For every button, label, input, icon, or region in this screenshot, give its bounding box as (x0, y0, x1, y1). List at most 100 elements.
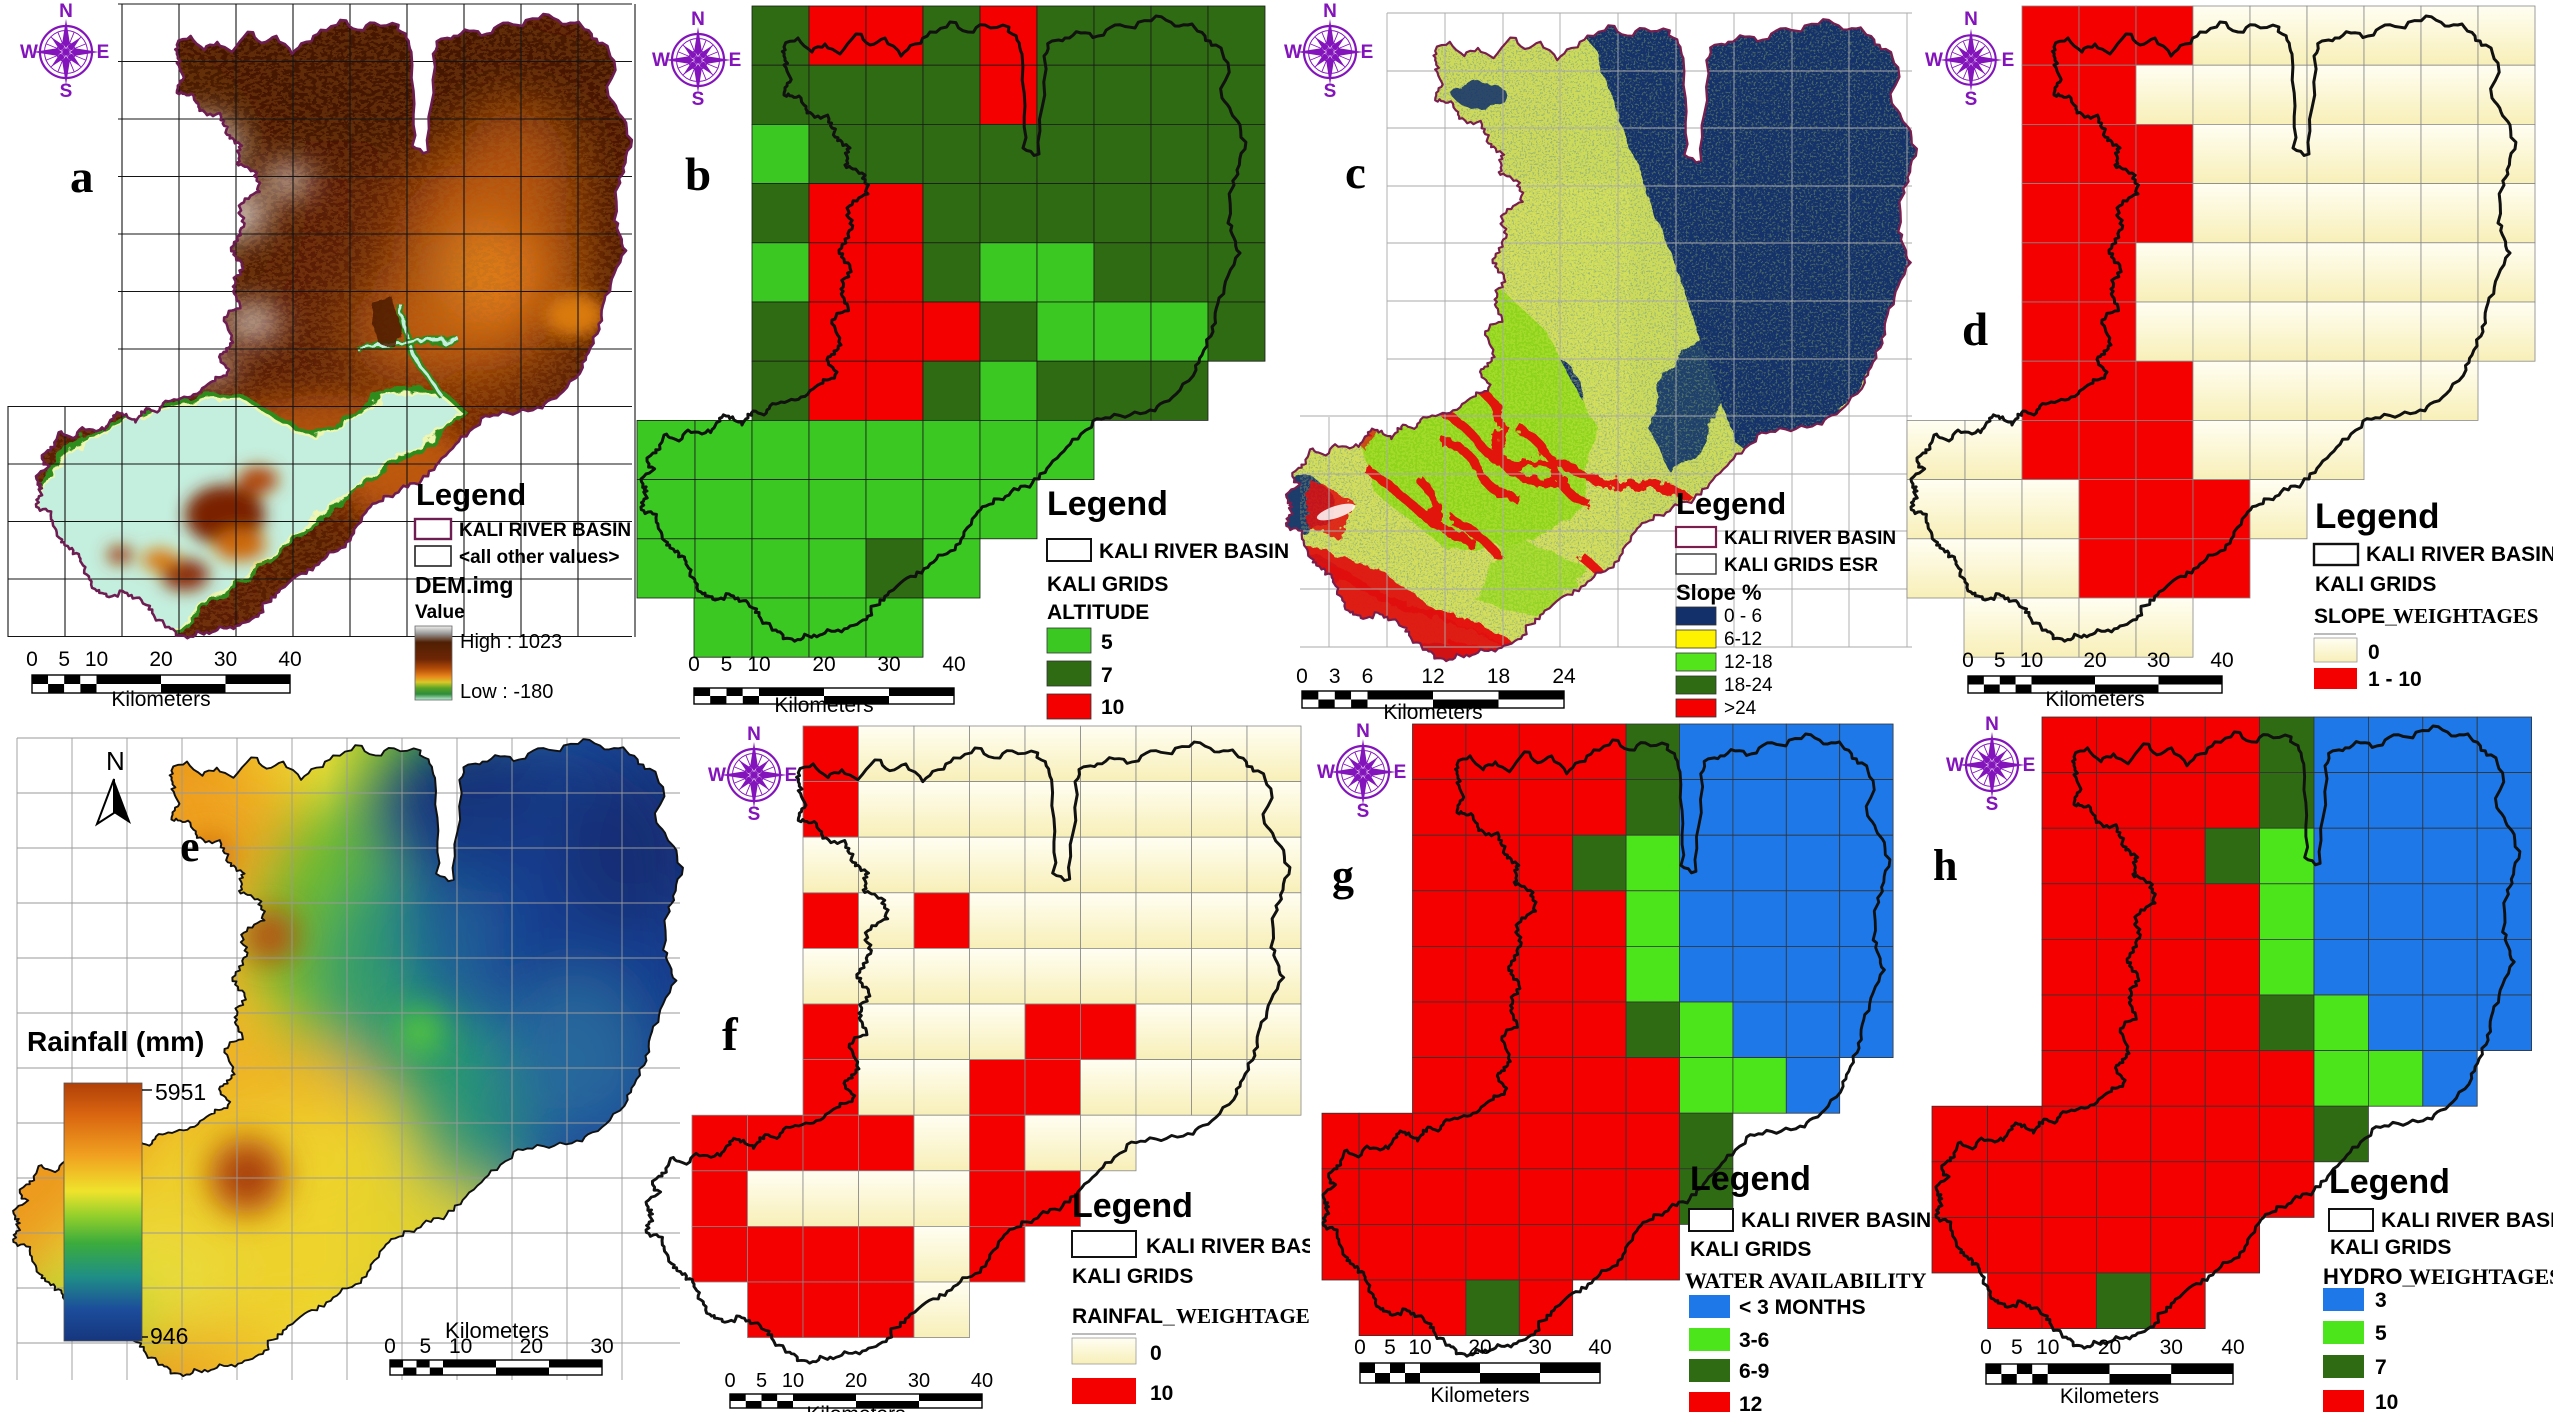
svg-text:DEM.img: DEM.img (415, 572, 513, 598)
svg-text:S: S (1357, 801, 1370, 822)
svg-text:5: 5 (58, 648, 70, 671)
svg-text:ALTITUDE: ALTITUDE (1047, 601, 1149, 624)
svg-text:High : 1023: High : 1023 (460, 631, 562, 653)
svg-text:0: 0 (724, 1370, 735, 1392)
svg-text:Kilometers: Kilometers (806, 1403, 905, 1412)
svg-text:h: h (1933, 841, 1957, 890)
svg-text:Legend: Legend (1072, 1187, 1193, 1225)
svg-text:30: 30 (590, 1335, 613, 1358)
svg-text:Kilometers: Kilometers (445, 1318, 549, 1343)
svg-text:KALI RIVER BASIN: KALI RIVER BASIN (1724, 528, 1896, 549)
svg-text:6-9: 6-9 (1739, 1360, 1769, 1383)
svg-text:5951: 5951 (155, 1079, 206, 1105)
svg-text:W: W (708, 765, 726, 786)
svg-text:c: c (1345, 147, 1366, 199)
svg-text:5: 5 (1101, 631, 1113, 654)
svg-text:e: e (180, 822, 200, 871)
svg-text:W: W (652, 50, 670, 71)
svg-text:5: 5 (1384, 1336, 1396, 1359)
svg-text:S: S (60, 81, 73, 102)
svg-text:KALI GRIDS: KALI GRIDS (2315, 573, 2436, 596)
svg-text:SLOPE_: SLOPE_ (2314, 605, 2397, 628)
svg-text:E: E (2002, 50, 2015, 71)
svg-text:3-6: 3-6 (1739, 1329, 1769, 1352)
svg-text:10: 10 (747, 653, 770, 676)
svg-text:30: 30 (1528, 1336, 1551, 1359)
svg-text:Slope %: Slope % (1676, 580, 1762, 605)
svg-text:40: 40 (942, 653, 965, 676)
svg-text:12: 12 (1421, 665, 1444, 688)
svg-text:0: 0 (2368, 641, 2380, 664)
svg-text:5: 5 (419, 1335, 431, 1358)
svg-text:a: a (70, 151, 94, 203)
svg-text:N: N (106, 746, 125, 776)
svg-text:S: S (1965, 89, 1978, 110)
svg-text:18: 18 (1487, 665, 1510, 688)
svg-text:S: S (748, 804, 761, 825)
svg-text:3: 3 (2375, 1289, 2387, 1312)
svg-text:E: E (2023, 755, 2036, 776)
svg-text:20: 20 (812, 653, 835, 676)
svg-text:12: 12 (1739, 1393, 1762, 1412)
svg-text:N: N (1356, 721, 1370, 742)
svg-text:Rainfall (mm): Rainfall (mm) (27, 1026, 204, 1057)
svg-text:10: 10 (2375, 1391, 2398, 1412)
svg-text:30: 30 (877, 653, 900, 676)
svg-text:N: N (691, 9, 705, 30)
svg-text:20: 20 (149, 648, 172, 671)
svg-text:E: E (729, 50, 742, 71)
svg-text:Legend: Legend (2329, 1163, 2450, 1201)
svg-text:W: W (1284, 42, 1302, 63)
svg-text:20: 20 (2083, 649, 2106, 672)
svg-text:0: 0 (1354, 1336, 1366, 1359)
svg-text:Kilometers: Kilometers (1383, 701, 1482, 724)
svg-text:KALI RIVER BASIN: KALI RIVER BASIN (459, 520, 631, 541)
svg-text:20: 20 (520, 1335, 543, 1358)
svg-text:KALI GRIDS: KALI GRIDS (2330, 1236, 2451, 1259)
svg-text:Legend: Legend (1690, 1160, 1811, 1198)
svg-text:W: W (20, 42, 38, 63)
svg-text:KALI RIVER BASIN: KALI RIVER BASIN (2366, 543, 2553, 566)
svg-text:KALI GRIDS ESR: KALI GRIDS ESR (1724, 555, 1878, 576)
svg-text:W: W (1317, 762, 1335, 783)
svg-text:10: 10 (85, 648, 108, 671)
svg-text:Legend: Legend (416, 477, 526, 512)
svg-text:40: 40 (2210, 649, 2233, 672)
svg-text:Kilometers: Kilometers (1430, 1384, 1529, 1407)
svg-text:12-18: 12-18 (1724, 652, 1773, 673)
svg-text:0: 0 (384, 1335, 396, 1358)
svg-text:40: 40 (971, 1370, 993, 1392)
svg-text:6: 6 (1362, 665, 1374, 688)
svg-text:24: 24 (1552, 665, 1576, 688)
svg-text:>24: >24 (1724, 698, 1757, 719)
svg-text:N: N (1985, 714, 1999, 735)
svg-text:WATER AVAILABILITY: WATER AVAILABILITY (1685, 1268, 1927, 1293)
svg-text:7: 7 (1101, 664, 1113, 687)
svg-text:N: N (1323, 1, 1337, 22)
svg-text:S: S (692, 89, 705, 110)
svg-text:30: 30 (214, 648, 237, 671)
svg-text:b: b (685, 149, 711, 201)
svg-text:S: S (1986, 794, 1999, 815)
svg-text:Kilometers: Kilometers (2045, 688, 2144, 711)
svg-text:Kilometers: Kilometers (111, 688, 210, 711)
svg-text:g: g (1332, 851, 1354, 900)
svg-text:10: 10 (2020, 649, 2043, 672)
svg-text:N: N (59, 1, 73, 22)
svg-text:40: 40 (2221, 1336, 2244, 1359)
svg-text:20: 20 (2098, 1336, 2121, 1359)
svg-text:7: 7 (2375, 1356, 2387, 1379)
svg-text:N: N (1964, 9, 1978, 30)
svg-text:WEIGHTAGES: WEIGHTAGES (2409, 1264, 2553, 1289)
svg-text:f: f (722, 1009, 739, 1061)
svg-text:0: 0 (688, 653, 700, 676)
svg-text:5: 5 (2011, 1336, 2023, 1359)
svg-text:<all other values>: <all other values> (459, 547, 620, 568)
svg-text:N: N (747, 724, 761, 745)
svg-text:KALI GRIDS: KALI GRIDS (1047, 573, 1168, 596)
svg-text:S: S (1324, 81, 1337, 102)
svg-text:WEIGHTAGES: WEIGHTAGES (2393, 604, 2538, 628)
svg-text:Legend: Legend (1676, 486, 1786, 521)
svg-text:E: E (1361, 42, 1374, 63)
svg-text:0: 0 (1980, 1336, 1992, 1359)
